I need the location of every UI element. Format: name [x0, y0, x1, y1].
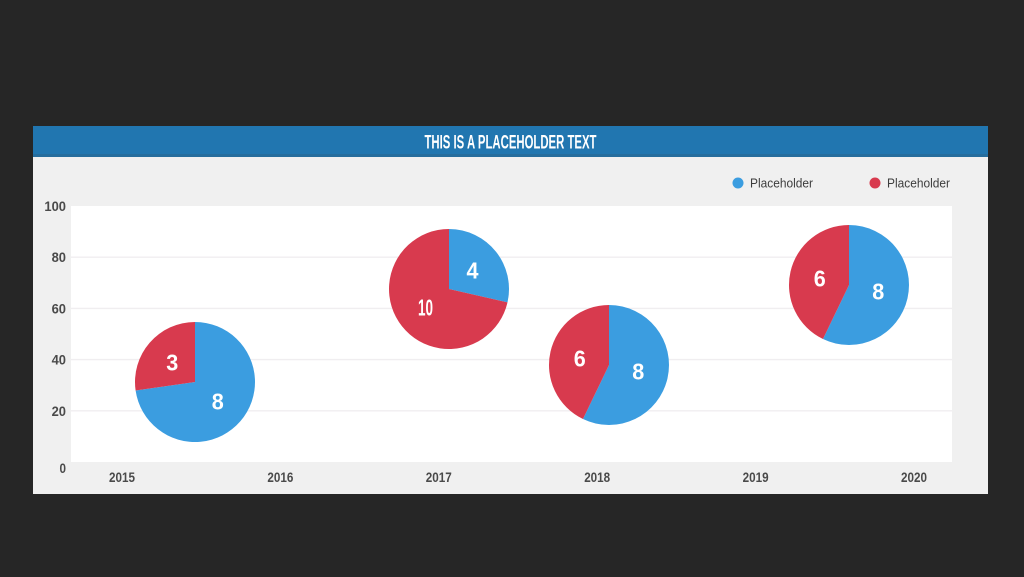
svg-text:6: 6: [574, 345, 586, 371]
svg-text:2019: 2019: [743, 469, 769, 485]
svg-text:80: 80: [52, 249, 67, 265]
svg-text:3: 3: [166, 349, 178, 375]
svg-text:4: 4: [467, 257, 479, 283]
svg-text:2015: 2015: [109, 469, 135, 485]
svg-text:2016: 2016: [267, 469, 293, 485]
svg-text:0: 0: [60, 460, 67, 476]
svg-text:THIS IS A PLACEHOLDER TEXT: THIS IS A PLACEHOLDER TEXT: [425, 133, 597, 154]
svg-text:Placeholder: Placeholder: [750, 176, 814, 191]
svg-text:10: 10: [418, 295, 433, 321]
svg-text:20: 20: [52, 403, 67, 419]
svg-text:8: 8: [872, 279, 884, 305]
svg-text:100: 100: [44, 198, 66, 214]
svg-text:2018: 2018: [584, 469, 610, 485]
svg-text:8: 8: [212, 389, 224, 415]
svg-text:2020: 2020: [901, 469, 927, 485]
svg-text:60: 60: [52, 300, 67, 316]
svg-text:6: 6: [814, 265, 826, 291]
svg-text:2017: 2017: [426, 469, 452, 485]
svg-text:40: 40: [52, 352, 67, 368]
svg-text:8: 8: [632, 359, 644, 385]
svg-text:Placeholder: Placeholder: [887, 176, 951, 191]
